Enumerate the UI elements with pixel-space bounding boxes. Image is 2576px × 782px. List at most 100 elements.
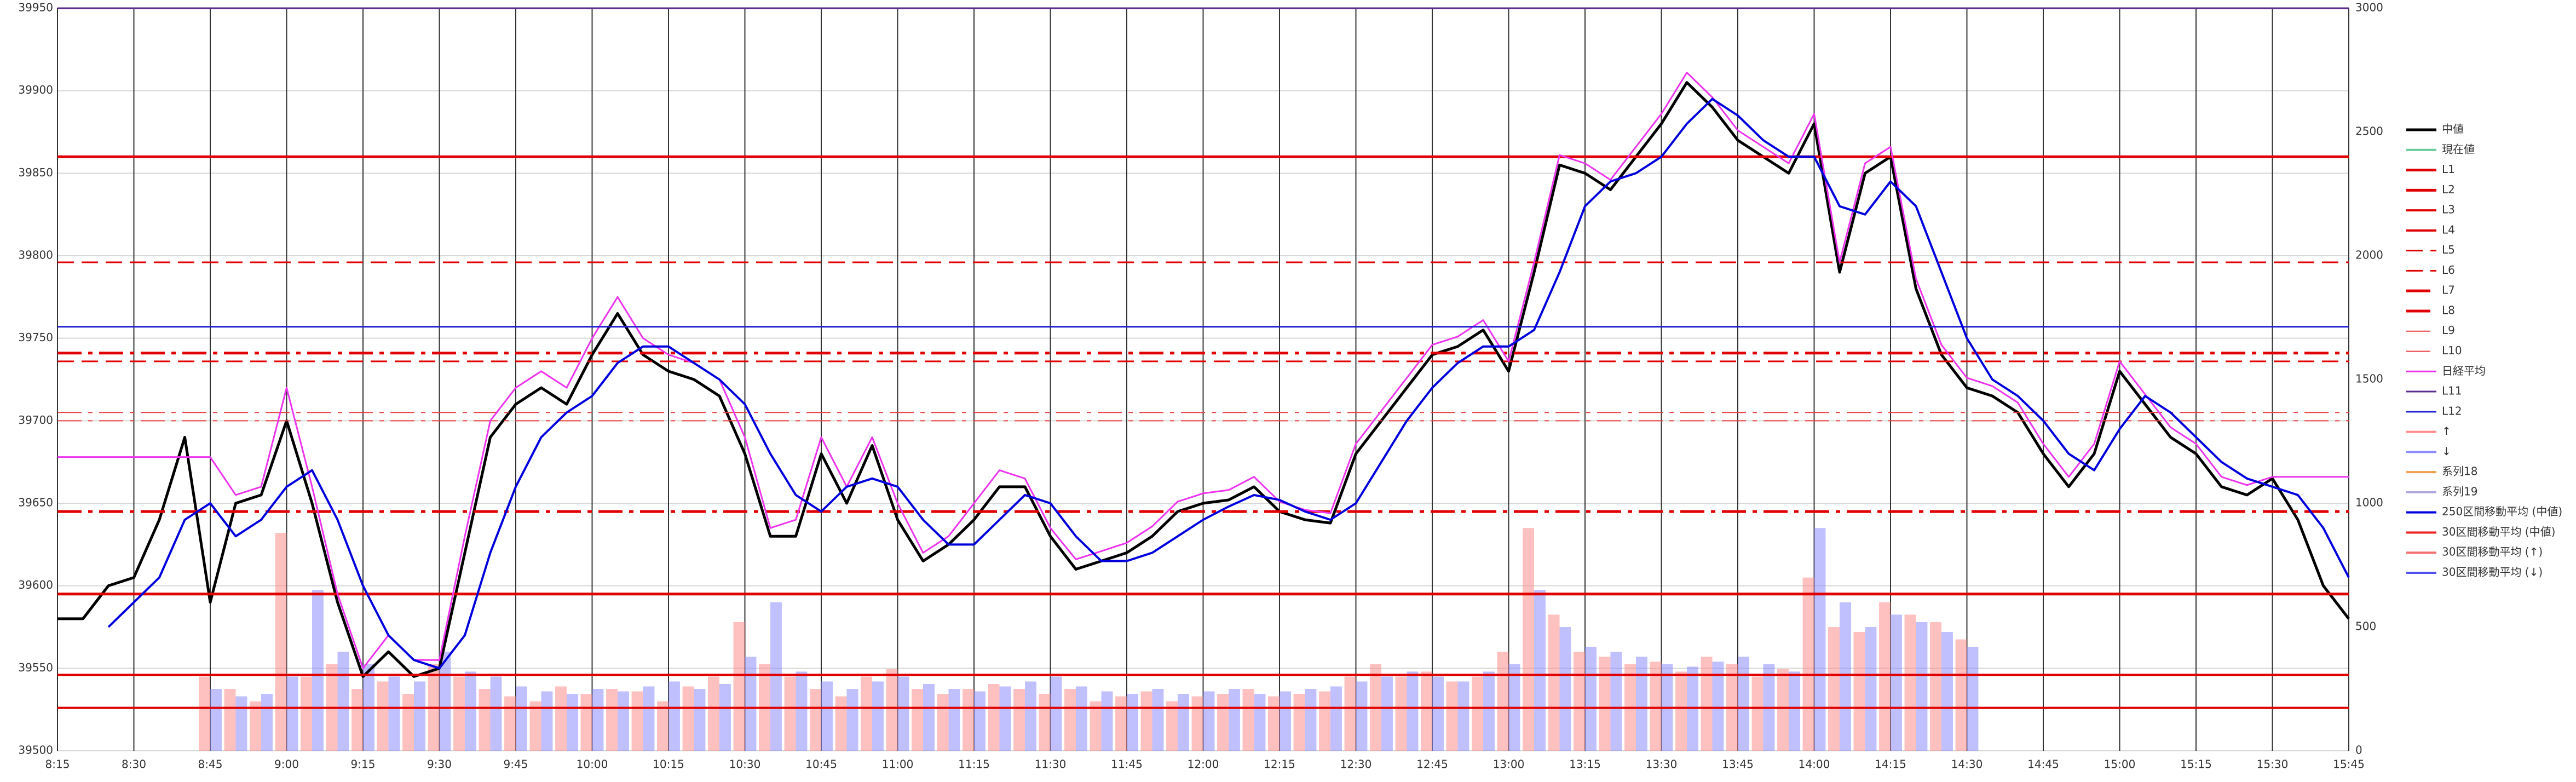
volume-bar <box>1457 681 1469 751</box>
legend-label: L11 <box>2442 384 2462 398</box>
volume-bar <box>669 681 680 751</box>
legend-label: L2 <box>2442 183 2455 196</box>
volume-bar <box>312 590 324 751</box>
x-tick-label: 14:30 <box>1951 758 1983 771</box>
volume-bar <box>388 676 400 751</box>
volume-bar <box>1751 676 1764 751</box>
volume-bar <box>1574 652 1585 751</box>
x-tick-label: 13:15 <box>1569 758 1601 771</box>
volume-bar <box>1178 694 1189 751</box>
volume-bar <box>1916 622 1928 751</box>
volume-bar <box>1548 614 1560 751</box>
series-line <box>57 72 2349 669</box>
volume-bar <box>1599 657 1611 751</box>
volume-bar <box>567 694 578 751</box>
volume-bar <box>1585 647 1597 751</box>
volume-bar <box>1319 691 1330 751</box>
legend-label: L3 <box>2442 203 2455 216</box>
legend-label: L9 <box>2442 324 2455 337</box>
volume-bar <box>1789 671 1800 751</box>
x-tick-label: 14:45 <box>2027 758 2059 771</box>
volume-bar <box>1140 691 1152 751</box>
volume-bar <box>682 686 694 751</box>
volume-bar <box>1293 694 1305 751</box>
volume-bar <box>377 681 389 751</box>
volume-bar <box>846 689 858 751</box>
x-tick-label: 11:30 <box>1035 758 1067 771</box>
volume-bar <box>1242 689 1254 751</box>
volume-bar <box>784 676 796 751</box>
x-tick-label: 9:15 <box>351 758 376 771</box>
volume-bar <box>1777 669 1789 751</box>
volume-bar <box>1268 696 1280 751</box>
x-tick-label: 13:30 <box>1646 758 1678 771</box>
volume-bar <box>1802 577 1814 751</box>
volume-bar <box>1025 681 1036 751</box>
volume-bar <box>988 683 1000 751</box>
volume-bar <box>453 676 465 751</box>
x-tick-label: 12:45 <box>1416 758 1448 771</box>
volume-bar <box>337 652 349 751</box>
y-tick-label: 39850 <box>18 166 53 179</box>
volume-bar <box>1064 689 1076 751</box>
legend-label: L8 <box>2442 303 2455 317</box>
legend-label: L4 <box>2442 223 2455 236</box>
x-tick-label: 10:30 <box>729 758 761 771</box>
y-tick-label: 39950 <box>18 1 53 14</box>
volume-bar <box>1166 701 1178 751</box>
volume-bar <box>1330 686 1342 751</box>
volume-bar <box>210 689 222 751</box>
volume-bar <box>1381 676 1393 751</box>
legend-label: 30区間移動平均 (↓) <box>2442 566 2543 579</box>
volume-bar <box>1101 691 1113 751</box>
volume-bar <box>490 676 502 751</box>
legend-label: 系列19 <box>2442 485 2477 498</box>
volume-bar <box>529 701 541 751</box>
legend-label: 30区間移動平均 (↑) <box>2442 545 2543 559</box>
x-tick-label: 15:00 <box>2104 758 2136 771</box>
x-tick-label: 12:15 <box>1264 758 1295 771</box>
series-line <box>107 97 2350 670</box>
legend-label: L1 <box>2442 163 2455 176</box>
volume-bar <box>402 694 414 751</box>
legend-label: 系列18 <box>2442 465 2477 478</box>
volume-bar <box>504 696 516 751</box>
volume-bar <box>1090 701 1102 751</box>
x-tick-label: 11:45 <box>1111 758 1143 771</box>
volume-bar <box>1712 662 1724 751</box>
x-tick-label: 8:15 <box>45 758 70 771</box>
volume-bar <box>1955 639 1967 751</box>
x-tick-label: 13:45 <box>1722 758 1754 771</box>
legend-label: L7 <box>2442 284 2455 297</box>
volume-bar <box>886 669 898 751</box>
volume-bar <box>963 689 974 751</box>
volume-bar <box>631 691 643 751</box>
y-tick-label: 39550 <box>18 661 53 674</box>
volume-bar <box>261 694 273 751</box>
volume-bar <box>1967 647 1979 751</box>
x-tick-label: 8:30 <box>122 758 146 771</box>
volume-bar <box>606 689 618 751</box>
volume-bar <box>351 689 363 751</box>
volume-bar <box>912 689 923 751</box>
x-tick-label: 10:00 <box>577 758 608 771</box>
volume-bar <box>719 683 731 751</box>
legend-label: L6 <box>2442 263 2455 277</box>
x-tick-label: 13:00 <box>1493 758 1525 771</box>
volume-bar <box>1229 689 1240 751</box>
x-tick-label: 10:15 <box>653 758 684 771</box>
volume-bar <box>1701 657 1713 751</box>
volume-bar <box>897 676 909 751</box>
x-tick-label: 11:15 <box>958 758 990 771</box>
volume-bar <box>1395 676 1407 751</box>
volume-bar <box>1421 671 1432 751</box>
y2-tick-label: 2000 <box>2355 249 2383 262</box>
volume-bar <box>1941 632 1953 751</box>
legend-label: ↓ <box>2442 445 2451 458</box>
volume-bar <box>1217 694 1229 751</box>
volume-bar <box>1534 590 1546 751</box>
x-tick-label: 15:45 <box>2333 758 2365 771</box>
volume-bar <box>1840 602 1851 751</box>
volume-bar <box>708 676 719 751</box>
